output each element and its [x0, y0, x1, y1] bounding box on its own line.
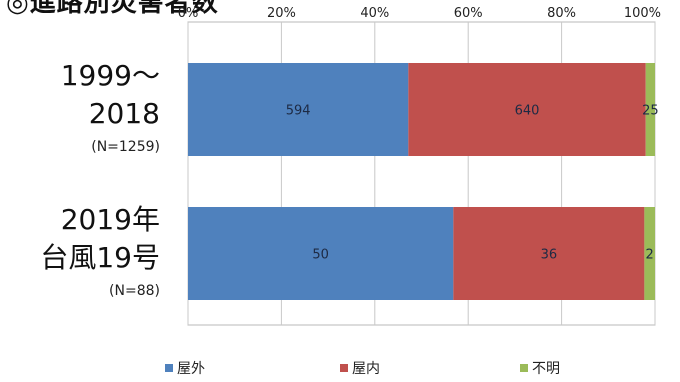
x-tick-label: 80% — [547, 6, 576, 21]
category-label: 台風19号 — [40, 241, 160, 274]
data-label: 36 — [541, 248, 558, 263]
data-label: 594 — [286, 104, 311, 119]
x-tick-label: 40% — [360, 6, 389, 21]
data-label: 640 — [515, 104, 540, 119]
data-label: 25 — [642, 104, 659, 119]
category-sample-size: (N=1259) — [91, 139, 160, 155]
bar-segment — [188, 207, 454, 300]
legend-swatch — [340, 364, 348, 372]
bar-segment — [645, 63, 655, 156]
category-label: 1999～ — [61, 59, 160, 92]
category-label: 2019年 — [61, 203, 160, 236]
legend-swatch — [520, 364, 528, 372]
legend-label: 不明 — [532, 361, 560, 377]
bar-segment — [453, 207, 645, 300]
bar-segment — [644, 207, 655, 300]
x-tick-label: 60% — [454, 6, 483, 21]
bar-segment — [408, 63, 646, 156]
chart-title: ◎進路別災害者数 — [6, 0, 219, 18]
legend-label: 屋外 — [177, 361, 205, 377]
legend-label: 屋内 — [352, 361, 380, 377]
data-label: 2 — [646, 248, 654, 263]
bar-segment — [188, 63, 409, 156]
x-tick-label: 0% — [178, 6, 199, 21]
category-label: 2018 — [89, 97, 160, 130]
legend-swatch — [165, 364, 173, 372]
data-label: 50 — [312, 248, 329, 263]
x-tick-label: 100% — [624, 6, 661, 21]
category-sample-size: (N=88) — [109, 283, 160, 299]
x-tick-label: 20% — [267, 6, 296, 21]
